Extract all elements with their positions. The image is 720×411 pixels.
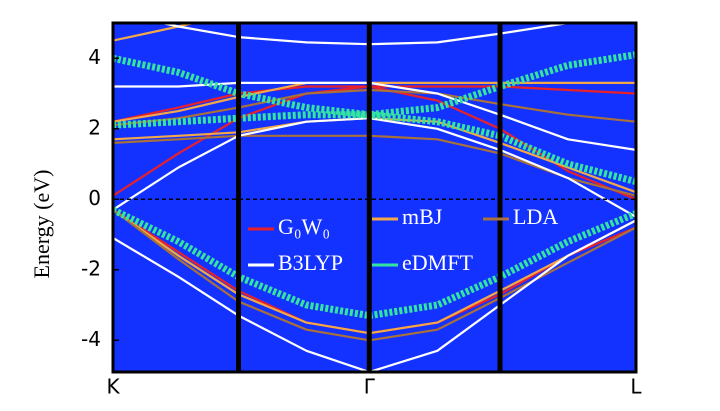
legend-label: mBJ [402,204,443,229]
band-line [113,219,636,372]
y-tick-label: -2 [81,256,101,280]
x-tick-label: L [630,375,642,399]
y-axis-label: Energy (eV) [29,170,54,279]
band-line [113,206,636,320]
y-tick-label: 2 [88,115,101,139]
legend-label: eDMFT [402,250,473,275]
x-tick-label: Γ [364,375,376,399]
legend-label: B3LYP [278,250,343,275]
legend-label: LDA [513,204,558,229]
y-tick-label: 4 [88,45,101,69]
legend-label: G₀W₀ [278,214,330,239]
y-tick-label: -4 [81,327,101,351]
band-line [113,51,636,119]
plot-frame [111,21,638,374]
x-tick-label: K [106,375,120,399]
y-tick-label: 0 [88,186,101,210]
plot-area [113,23,636,372]
